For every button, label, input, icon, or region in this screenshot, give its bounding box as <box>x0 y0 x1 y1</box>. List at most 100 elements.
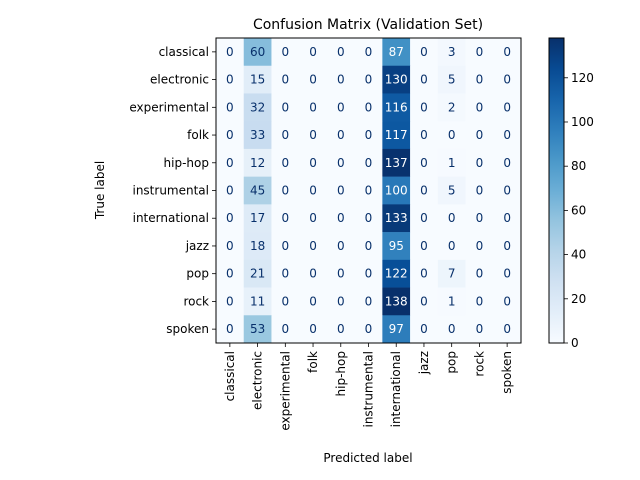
heatmap-cell <box>465 121 494 150</box>
cell-value-label: 0 <box>226 156 234 170</box>
cell-value-label: 32 <box>250 100 265 114</box>
heatmap-cell <box>493 121 522 150</box>
heatmap-cell <box>243 232 272 261</box>
cell-value-label: 0 <box>420 267 428 281</box>
heatmap-cell <box>326 148 355 177</box>
heatmap-cell <box>410 232 439 261</box>
heatmap-cell <box>354 287 383 316</box>
heatmap-cell <box>243 287 272 316</box>
cell-value-label: 0 <box>420 239 428 253</box>
x-tick-label: experimental <box>278 351 292 431</box>
heatmap-cell <box>271 148 300 177</box>
heatmap-cell <box>299 176 328 205</box>
cell-value-label: 0 <box>365 156 373 170</box>
cell-value-label: 0 <box>309 267 317 281</box>
colorbar-tick-label: 20 <box>571 292 586 306</box>
x-tick-label: instrumental <box>362 351 376 428</box>
cell-value-label: 0 <box>309 73 317 87</box>
heatmap-cell <box>437 232 466 261</box>
cell-value-label: 122 <box>385 267 408 281</box>
cell-value-label: 0 <box>476 73 484 87</box>
cell-value-label: 0 <box>420 128 428 142</box>
cell-value-label: 0 <box>365 211 373 225</box>
heatmap-cell <box>410 204 439 233</box>
heatmap-cell <box>216 176 245 205</box>
cell-value-label: 0 <box>309 294 317 308</box>
cell-value-label: 0 <box>226 239 234 253</box>
heatmap-cell <box>354 232 383 261</box>
cell-value-label: 0 <box>226 45 234 59</box>
heatmap-cell <box>326 232 355 261</box>
heatmap-cell <box>465 65 494 94</box>
heatmap-cell <box>465 93 494 122</box>
cell-value-label: 15 <box>250 73 265 87</box>
heatmap-cell <box>410 121 439 150</box>
heatmap-cell <box>493 259 522 288</box>
heatmap-cell <box>493 38 522 67</box>
heatmap-cell <box>437 315 466 344</box>
heatmap-cell <box>437 65 466 94</box>
heatmap-cell <box>437 148 466 177</box>
cell-value-label: 0 <box>448 211 456 225</box>
heatmap-cell <box>216 315 245 344</box>
heatmap-cell <box>437 259 466 288</box>
cell-value-label: 0 <box>476 128 484 142</box>
cell-value-label: 138 <box>385 294 408 308</box>
cell-value-label: 0 <box>281 128 289 142</box>
heatmap-cell <box>410 65 439 94</box>
cell-value-label: 0 <box>226 184 234 198</box>
cell-value-label: 0 <box>503 267 511 281</box>
cell-value-label: 0 <box>281 211 289 225</box>
heatmap-cell <box>271 38 300 67</box>
cell-value-label: 0 <box>281 45 289 59</box>
heatmap-cell <box>465 259 494 288</box>
cell-value-label: 33 <box>250 128 265 142</box>
cell-value-label: 5 <box>448 73 456 87</box>
cell-value-label: 0 <box>365 239 373 253</box>
y-tick-label: international <box>133 211 209 225</box>
cell-value-label: 0 <box>420 45 428 59</box>
y-tick-label: jazz <box>185 239 209 253</box>
heatmap-cell <box>465 315 494 344</box>
cell-value-label: 0 <box>420 184 428 198</box>
heatmap-cell <box>326 65 355 94</box>
cell-value-label: 0 <box>337 156 345 170</box>
heatmap-cell <box>299 38 328 67</box>
x-axis-label: Predicted label <box>323 451 412 465</box>
heatmap-cell <box>243 315 272 344</box>
heatmap-cell <box>326 315 355 344</box>
cell-value-label: 45 <box>250 184 265 198</box>
colorbar-tick-label: 80 <box>571 159 586 173</box>
cell-value-label: 0 <box>309 184 317 198</box>
cell-value-label: 0 <box>420 211 428 225</box>
cell-value-label: 116 <box>385 100 408 114</box>
cell-value-label: 0 <box>503 239 511 253</box>
heatmap-cell <box>326 204 355 233</box>
colorbar-tick-label: 60 <box>571 203 586 217</box>
x-tick-label: spoken <box>500 351 514 394</box>
heatmap-cell <box>216 148 245 177</box>
cell-value-label: 0 <box>476 184 484 198</box>
cell-value-label: 137 <box>385 156 408 170</box>
cell-value-label: 7 <box>448 267 456 281</box>
heatmap-cell <box>493 287 522 316</box>
heatmap-cell <box>299 232 328 261</box>
heatmap-cell <box>354 121 383 150</box>
cell-value-label: 0 <box>281 322 289 336</box>
heatmap-cell <box>326 38 355 67</box>
cell-value-label: 95 <box>389 239 404 253</box>
cell-value-label: 0 <box>365 294 373 308</box>
cell-value-label: 0 <box>448 239 456 253</box>
cell-value-label: 0 <box>309 156 317 170</box>
cell-value-label: 133 <box>385 211 408 225</box>
cell-value-label: 0 <box>365 267 373 281</box>
cell-value-label: 0 <box>337 184 345 198</box>
y-tick-label: spoken <box>166 322 209 336</box>
cell-value-label: 0 <box>420 294 428 308</box>
heatmap-cell <box>354 204 383 233</box>
cell-value-label: 0 <box>281 100 289 114</box>
heatmap-cell <box>465 204 494 233</box>
cell-value-label: 0 <box>309 128 317 142</box>
cell-value-label: 97 <box>389 322 404 336</box>
heatmap-cell <box>493 315 522 344</box>
